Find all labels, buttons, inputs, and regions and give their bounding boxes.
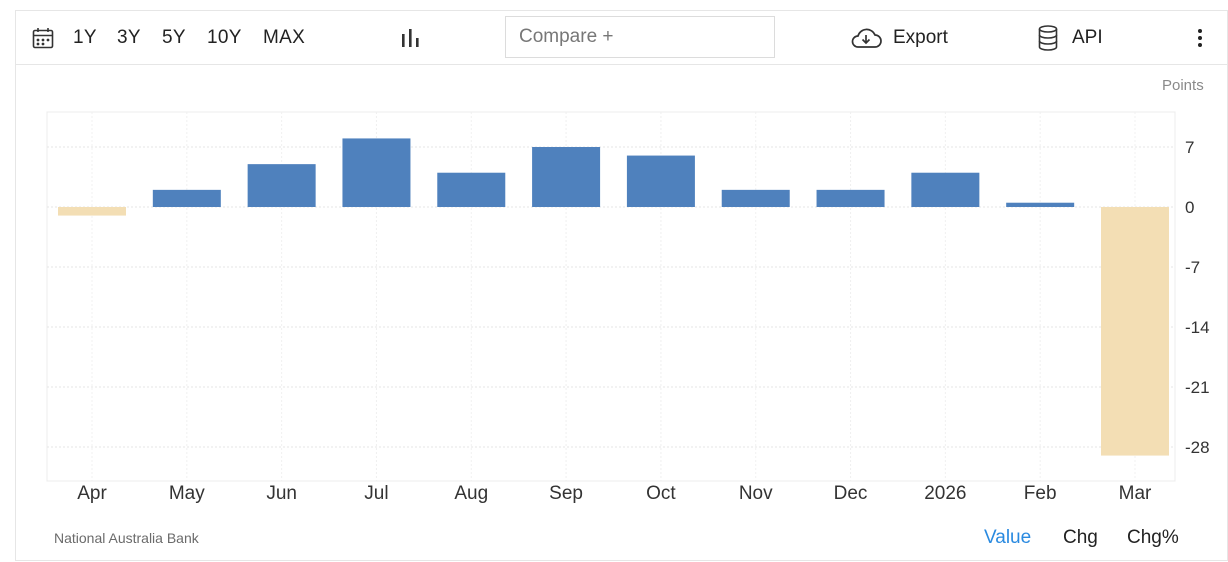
y-tick-label: -7	[1185, 258, 1200, 277]
x-tick-label: Aug	[454, 483, 488, 504]
unit-label: Points	[1162, 77, 1204, 94]
bar-dec	[816, 189, 885, 207]
bar-oct	[626, 155, 695, 207]
y-tick-label: -14	[1185, 318, 1210, 337]
export-button[interactable]: Export	[893, 27, 948, 48]
range-1y-button[interactable]: 1Y	[73, 27, 97, 48]
range-10y-button[interactable]: 10Y	[207, 27, 242, 48]
cloud-download-icon[interactable]	[850, 11, 882, 65]
x-tick-label: May	[169, 483, 205, 504]
vertical-dots-icon[interactable]	[1197, 11, 1203, 65]
x-tick-label: 2026	[924, 483, 966, 504]
range-3y-button[interactable]: 3Y	[117, 27, 141, 48]
y-tick-label: -21	[1185, 378, 1210, 397]
range-max-button[interactable]: MAX	[263, 27, 306, 48]
bar-sep	[532, 147, 601, 207]
bar-apr	[58, 207, 126, 216]
bar-chart: 7 0 -7 -14 -21 -28 Apr May Jun Jul Aug Sep Oct Nov Dec…	[46, 111, 1210, 504]
compare-field[interactable]	[505, 16, 775, 58]
bar-jun	[247, 164, 316, 207]
x-tick-label: Oct	[646, 483, 676, 504]
bar-chart-icon[interactable]	[401, 11, 421, 65]
x-tick-label: Feb	[1024, 483, 1057, 504]
source-label: National Australia Bank	[54, 530, 199, 546]
x-tick-label: Sep	[549, 483, 583, 504]
calendar-icon[interactable]	[32, 11, 54, 65]
x-tick-label: Jun	[266, 483, 297, 504]
mode-chg-pct-tab[interactable]: Chg%	[1127, 527, 1179, 548]
mode-chg-tab[interactable]: Chg	[1063, 527, 1098, 548]
x-tick-label: Nov	[739, 483, 773, 504]
bar-aug	[437, 172, 506, 207]
database-icon[interactable]	[1038, 11, 1058, 65]
bar-nov	[721, 189, 790, 207]
bar-jul	[342, 138, 411, 207]
mode-value-tab[interactable]: Value	[984, 527, 1032, 548]
bar-2026	[911, 172, 980, 207]
bar-may	[152, 189, 221, 207]
x-tick-label: Apr	[77, 483, 107, 504]
y-tick-label: 7	[1185, 138, 1194, 157]
plot-border	[46, 111, 1176, 482]
x-tick-label: Mar	[1119, 483, 1152, 504]
chart-widget: 1Y 3Y 5Y 10Y MAX Export	[15, 10, 1228, 561]
toolbar: 1Y 3Y 5Y 10Y MAX Export	[16, 11, 1228, 65]
x-tick-label: Dec	[834, 483, 868, 504]
x-tick-label: Jul	[364, 483, 388, 504]
api-button[interactable]: API	[1072, 27, 1103, 48]
bar-mar	[1101, 207, 1169, 456]
bar-feb	[1006, 202, 1075, 207]
compare-input[interactable]	[519, 26, 759, 48]
range-5y-button[interactable]: 5Y	[162, 27, 186, 48]
y-tick-label: 0	[1185, 198, 1194, 217]
y-tick-label: -28	[1185, 438, 1210, 457]
